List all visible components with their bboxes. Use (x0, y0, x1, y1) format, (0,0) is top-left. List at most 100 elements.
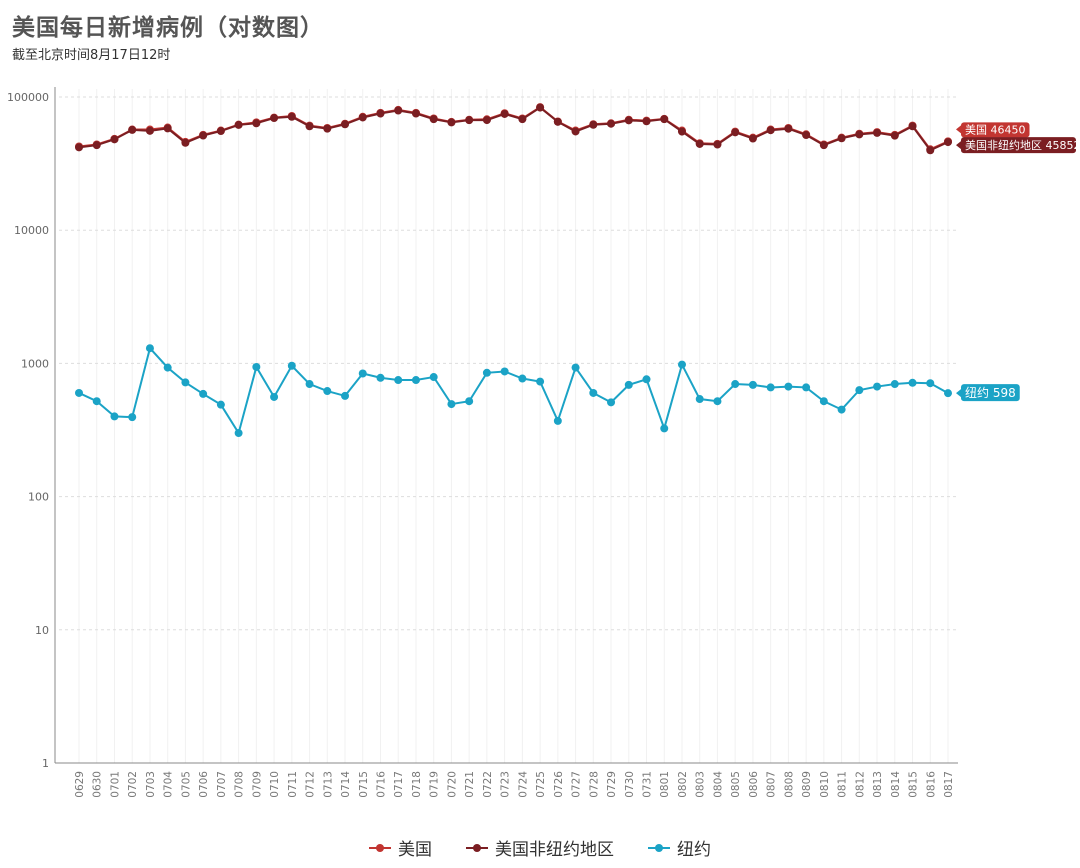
x-tick-label: 0731 (642, 771, 654, 798)
chart-title: 美国每日新增病例（对数图） (12, 15, 324, 41)
data-point-2 (216, 400, 225, 409)
data-point-1 (642, 117, 651, 126)
legend-swatch-us (369, 843, 391, 853)
data-point-1 (553, 117, 562, 126)
data-point-1 (819, 141, 828, 150)
end-label-pointer-0 (956, 125, 961, 134)
data-point-1 (358, 113, 367, 122)
data-point-2 (145, 344, 154, 353)
data-point-2 (607, 398, 616, 407)
x-tick-label: 0629 (74, 771, 86, 798)
data-point-2 (731, 380, 740, 389)
data-point-1 (270, 114, 279, 123)
data-point-1 (482, 116, 491, 125)
x-tick-label: 0726 (553, 771, 565, 798)
data-point-1 (748, 134, 757, 143)
legend-label-us: 美国 (398, 840, 432, 860)
end-label-box-2 (961, 384, 1020, 402)
data-point-2 (181, 378, 190, 387)
legend-label-ny: 纽约 (677, 840, 711, 860)
data-point-1 (216, 127, 225, 136)
legend-item-us-non-ny[interactable]: 美国非纽约地区 (466, 835, 614, 860)
data-point-2 (677, 360, 686, 369)
data-point-2 (855, 386, 864, 395)
data-point-2 (482, 368, 491, 377)
data-point-2 (802, 383, 811, 392)
legend-label-us-non-ny: 美国非纽约地区 (495, 840, 614, 860)
data-point-1 (624, 116, 633, 125)
end-label-pointer-1 (956, 141, 961, 150)
legend-item-us[interactable]: 美国 (369, 835, 432, 860)
data-point-2 (518, 374, 527, 383)
data-point-1 (890, 131, 899, 140)
end-label-0: 美国 46450 (956, 122, 1030, 138)
x-tick-label: 0816 (925, 771, 937, 798)
data-point-2 (411, 376, 420, 385)
x-tick-label: 0810 (819, 771, 831, 798)
end-label-2: 纽约 598 (956, 384, 1020, 402)
data-point-1 (163, 124, 172, 133)
end-label-text-1: 美国非纽约地区 45852 (965, 138, 1080, 152)
data-point-1 (500, 109, 509, 118)
x-tick-label: 0812 (854, 771, 866, 798)
x-tick-label: 0808 (783, 771, 795, 798)
x-tick-label: 0630 (92, 771, 104, 798)
x-tick-label: 0703 (145, 771, 157, 798)
x-tick-label: 0727 (571, 771, 583, 798)
data-point-1 (536, 103, 545, 112)
x-tick-label: 0720 (446, 771, 458, 798)
legend-swatch-us-non-ny (466, 843, 488, 853)
data-point-2 (819, 397, 828, 406)
x-tick-label: 0701 (109, 771, 121, 798)
x-tick-label: 0722 (482, 771, 494, 798)
x-tick-label: 0802 (677, 771, 689, 798)
x-tick-label: 0721 (464, 771, 476, 798)
data-point-2 (536, 377, 545, 386)
x-tick-label: 0718 (411, 771, 423, 798)
data-point-1 (855, 130, 864, 139)
data-point-2 (358, 369, 367, 378)
data-point-1 (305, 122, 314, 131)
data-point-2 (500, 367, 509, 376)
data-point-2 (642, 375, 651, 384)
legend-item-ny[interactable]: 纽约 (648, 835, 711, 860)
data-point-2 (447, 400, 456, 409)
x-tick-label: 0704 (163, 771, 175, 798)
x-tick-label: 0725 (535, 771, 547, 798)
data-point-1 (447, 118, 456, 127)
end-label-box-0 (961, 122, 1030, 138)
x-tick-label: 0815 (908, 771, 920, 798)
data-point-1 (323, 124, 332, 133)
data-point-1 (571, 127, 580, 136)
x-tick-label: 0715 (358, 771, 370, 798)
data-point-1 (465, 116, 474, 125)
data-point-1 (766, 126, 775, 135)
data-point-2 (766, 383, 775, 392)
data-point-1 (429, 115, 438, 124)
series-line-2 (78, 346, 949, 436)
data-point-2 (287, 361, 296, 370)
x-tick-label: 0813 (872, 771, 884, 798)
data-point-1 (181, 138, 190, 147)
x-tick-label: 0711 (287, 771, 299, 798)
legend: 美国 美国非纽约地区 纽约 (0, 835, 1080, 860)
data-point-1 (341, 120, 350, 129)
x-tick-label: 0702 (127, 771, 139, 798)
data-point-1 (944, 138, 952, 147)
chart-area: 1 10 100 1000 10000 100000 0629 0630 0701 0702 070… (7, 87, 1080, 798)
legend-swatch-ny (648, 843, 670, 853)
x-tick-label: 0712 (305, 771, 317, 798)
y-tick-label: 100 (28, 491, 49, 504)
data-point-2 (926, 379, 935, 388)
data-point-1 (873, 128, 882, 137)
data-point-2 (873, 382, 882, 391)
data-point-2 (394, 376, 403, 385)
data-point-2 (323, 387, 332, 396)
data-point-1 (110, 135, 119, 144)
x-tick-label: 0805 (730, 771, 742, 798)
x-tick-label: 0803 (695, 771, 707, 798)
data-point-2 (553, 416, 562, 425)
data-point-2 (305, 380, 314, 389)
data-point-2 (75, 388, 83, 397)
x-tick-label: 0801 (659, 771, 671, 798)
